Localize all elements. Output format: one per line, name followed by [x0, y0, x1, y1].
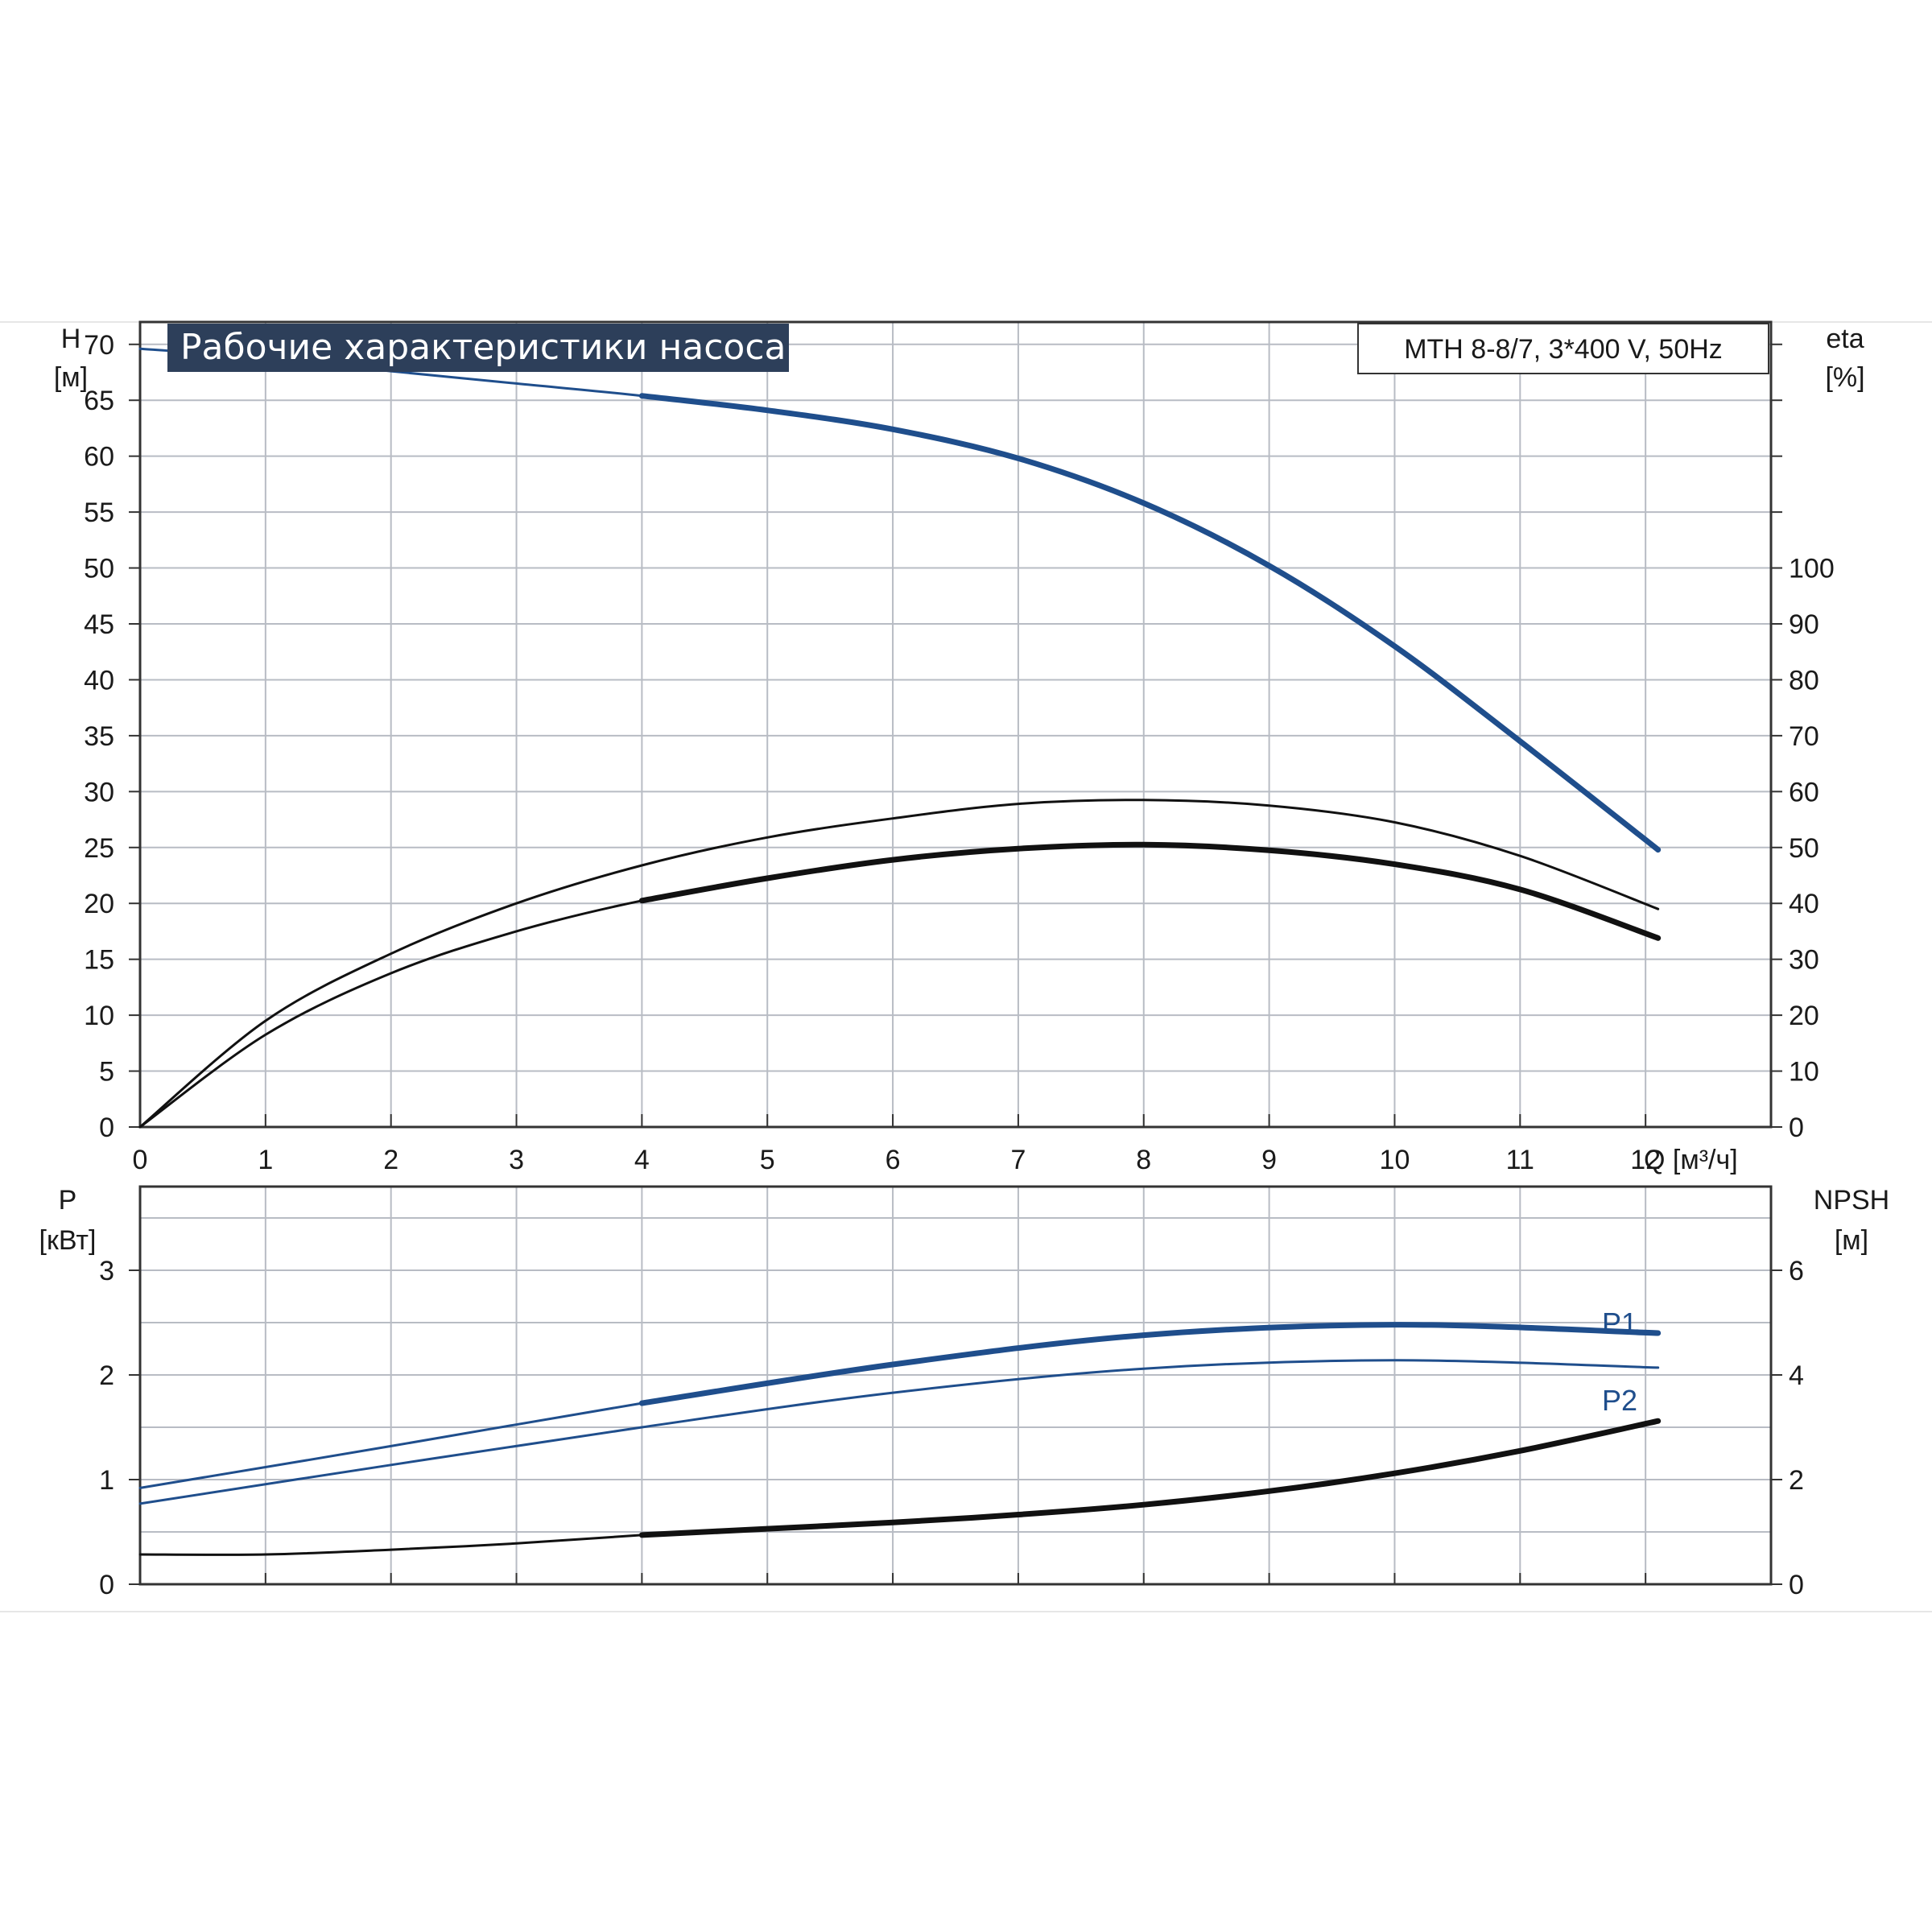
curve-thick-2 [638, 1418, 1662, 1538]
x-tick-label: 5 [760, 1145, 775, 1175]
x-tick-label: 11 [1506, 1145, 1534, 1175]
y-left-tick-label: 40 [84, 665, 114, 696]
upper-panel-curves [138, 347, 1662, 1129]
y-left-unit-upper: [м] [54, 362, 88, 393]
lower-panel-grid [140, 1187, 1771, 1584]
y-left-tick-label: 15 [84, 945, 114, 976]
curve-thick-2 [638, 841, 1662, 941]
y-left-tick-label: 2 [99, 1360, 114, 1391]
x-tick-label: 12 [1630, 1145, 1661, 1175]
y-right-unit-upper: [%] [1825, 362, 1864, 393]
y-left-title-upper: H [61, 324, 81, 354]
y-right-tick-label: 40 [1789, 889, 1819, 919]
y-right-tick-label: 4 [1789, 1360, 1804, 1391]
y-left-tick-label: 0 [99, 1570, 114, 1600]
y-right-tick-label: 0 [1789, 1570, 1804, 1600]
x-tick-label: 2 [383, 1145, 398, 1175]
y-right-tick-label: 90 [1789, 609, 1819, 640]
x-tick-label: 1 [258, 1145, 273, 1175]
y-left-tick-label: 65 [84, 386, 114, 416]
lower-panel-frame [138, 1185, 1773, 1586]
y-left-tick-label: 3 [99, 1256, 114, 1286]
y-right-title-lower: NPSH [1814, 1185, 1889, 1216]
x-tick-label: 3 [509, 1145, 524, 1175]
y-left-tick-label: 50 [84, 554, 114, 584]
y-right-tick-label: 0 [1789, 1113, 1804, 1143]
title-banner [167, 324, 789, 372]
lower-panel-curves [138, 1322, 1662, 1556]
model-box [1357, 323, 1769, 374]
x-tick-label: 4 [634, 1145, 650, 1175]
y-right-tick-label: 100 [1789, 554, 1835, 584]
y-right-tick-label: 80 [1789, 665, 1819, 696]
y-left-tick-label: 20 [84, 889, 114, 919]
y-left-tick-label: 35 [84, 721, 114, 752]
lower-panel-ticks: 0 1 2 3 0 2 4 6 [99, 1256, 1804, 1600]
y-left-tick-label: 70 [84, 330, 114, 361]
y-left-tick-label: 25 [84, 833, 114, 864]
x-tick-label: 8 [1136, 1145, 1151, 1175]
upper-panel-grid [140, 322, 1771, 1127]
y-left-tick-label: 55 [84, 497, 114, 528]
y-left-title-lower: P [59, 1185, 77, 1216]
x-axis-title: Q [м³/ч] [1644, 1145, 1738, 1175]
x-tick-label: 0 [133, 1145, 148, 1175]
y-left-tick-label: 1 [99, 1465, 114, 1496]
y-left-tick-label: 60 [84, 442, 114, 473]
x-tick-label: 10 [1380, 1145, 1410, 1175]
y-right-tick-label: 60 [1789, 777, 1819, 807]
y-right-tick-label: 30 [1789, 945, 1819, 976]
curve-thick-0 [638, 393, 1662, 853]
y-right-tick-label: 20 [1789, 1001, 1819, 1031]
upper-panel-ticks: 0 1 2 3 4 5 6 7 8 9 10 11 12051015202530354045505560… [84, 330, 1835, 1175]
y-right-unit-lower: [м] [1835, 1225, 1868, 1256]
upper-panel-frame [138, 320, 1773, 1129]
y-left-unit-lower: [кВт] [39, 1225, 97, 1256]
curve-thin-1 [138, 1359, 1660, 1505]
y-right-tick-label: 50 [1789, 833, 1819, 864]
p1-label: P1 [1602, 1307, 1637, 1340]
y-right-tick-label: 10 [1789, 1057, 1819, 1088]
y-left-tick-label: 30 [84, 777, 114, 807]
x-tick-label: 6 [886, 1145, 901, 1175]
y-left-tick-label: 10 [84, 1001, 114, 1031]
curve-thick-0 [638, 1322, 1662, 1406]
curve-thin-1 [138, 799, 1660, 1129]
p2-label: P2 [1602, 1384, 1637, 1417]
y-left-tick-label: 5 [99, 1057, 114, 1088]
model-label: MTH 8-8/7, 3*400 V, 50Hz [1404, 334, 1723, 365]
y-right-tick-label: 2 [1789, 1465, 1804, 1496]
chart-title: Рабочие характеристики насоса [180, 327, 786, 368]
y-left-tick-label: 0 [99, 1113, 114, 1143]
y-right-tick-label: 6 [1789, 1256, 1804, 1286]
x-tick-label: 7 [1010, 1145, 1026, 1175]
y-right-title-upper: eta [1826, 324, 1864, 354]
y-right-tick-label: 70 [1789, 721, 1819, 752]
y-left-tick-label: 45 [84, 609, 114, 640]
x-tick-label: 9 [1261, 1145, 1277, 1175]
